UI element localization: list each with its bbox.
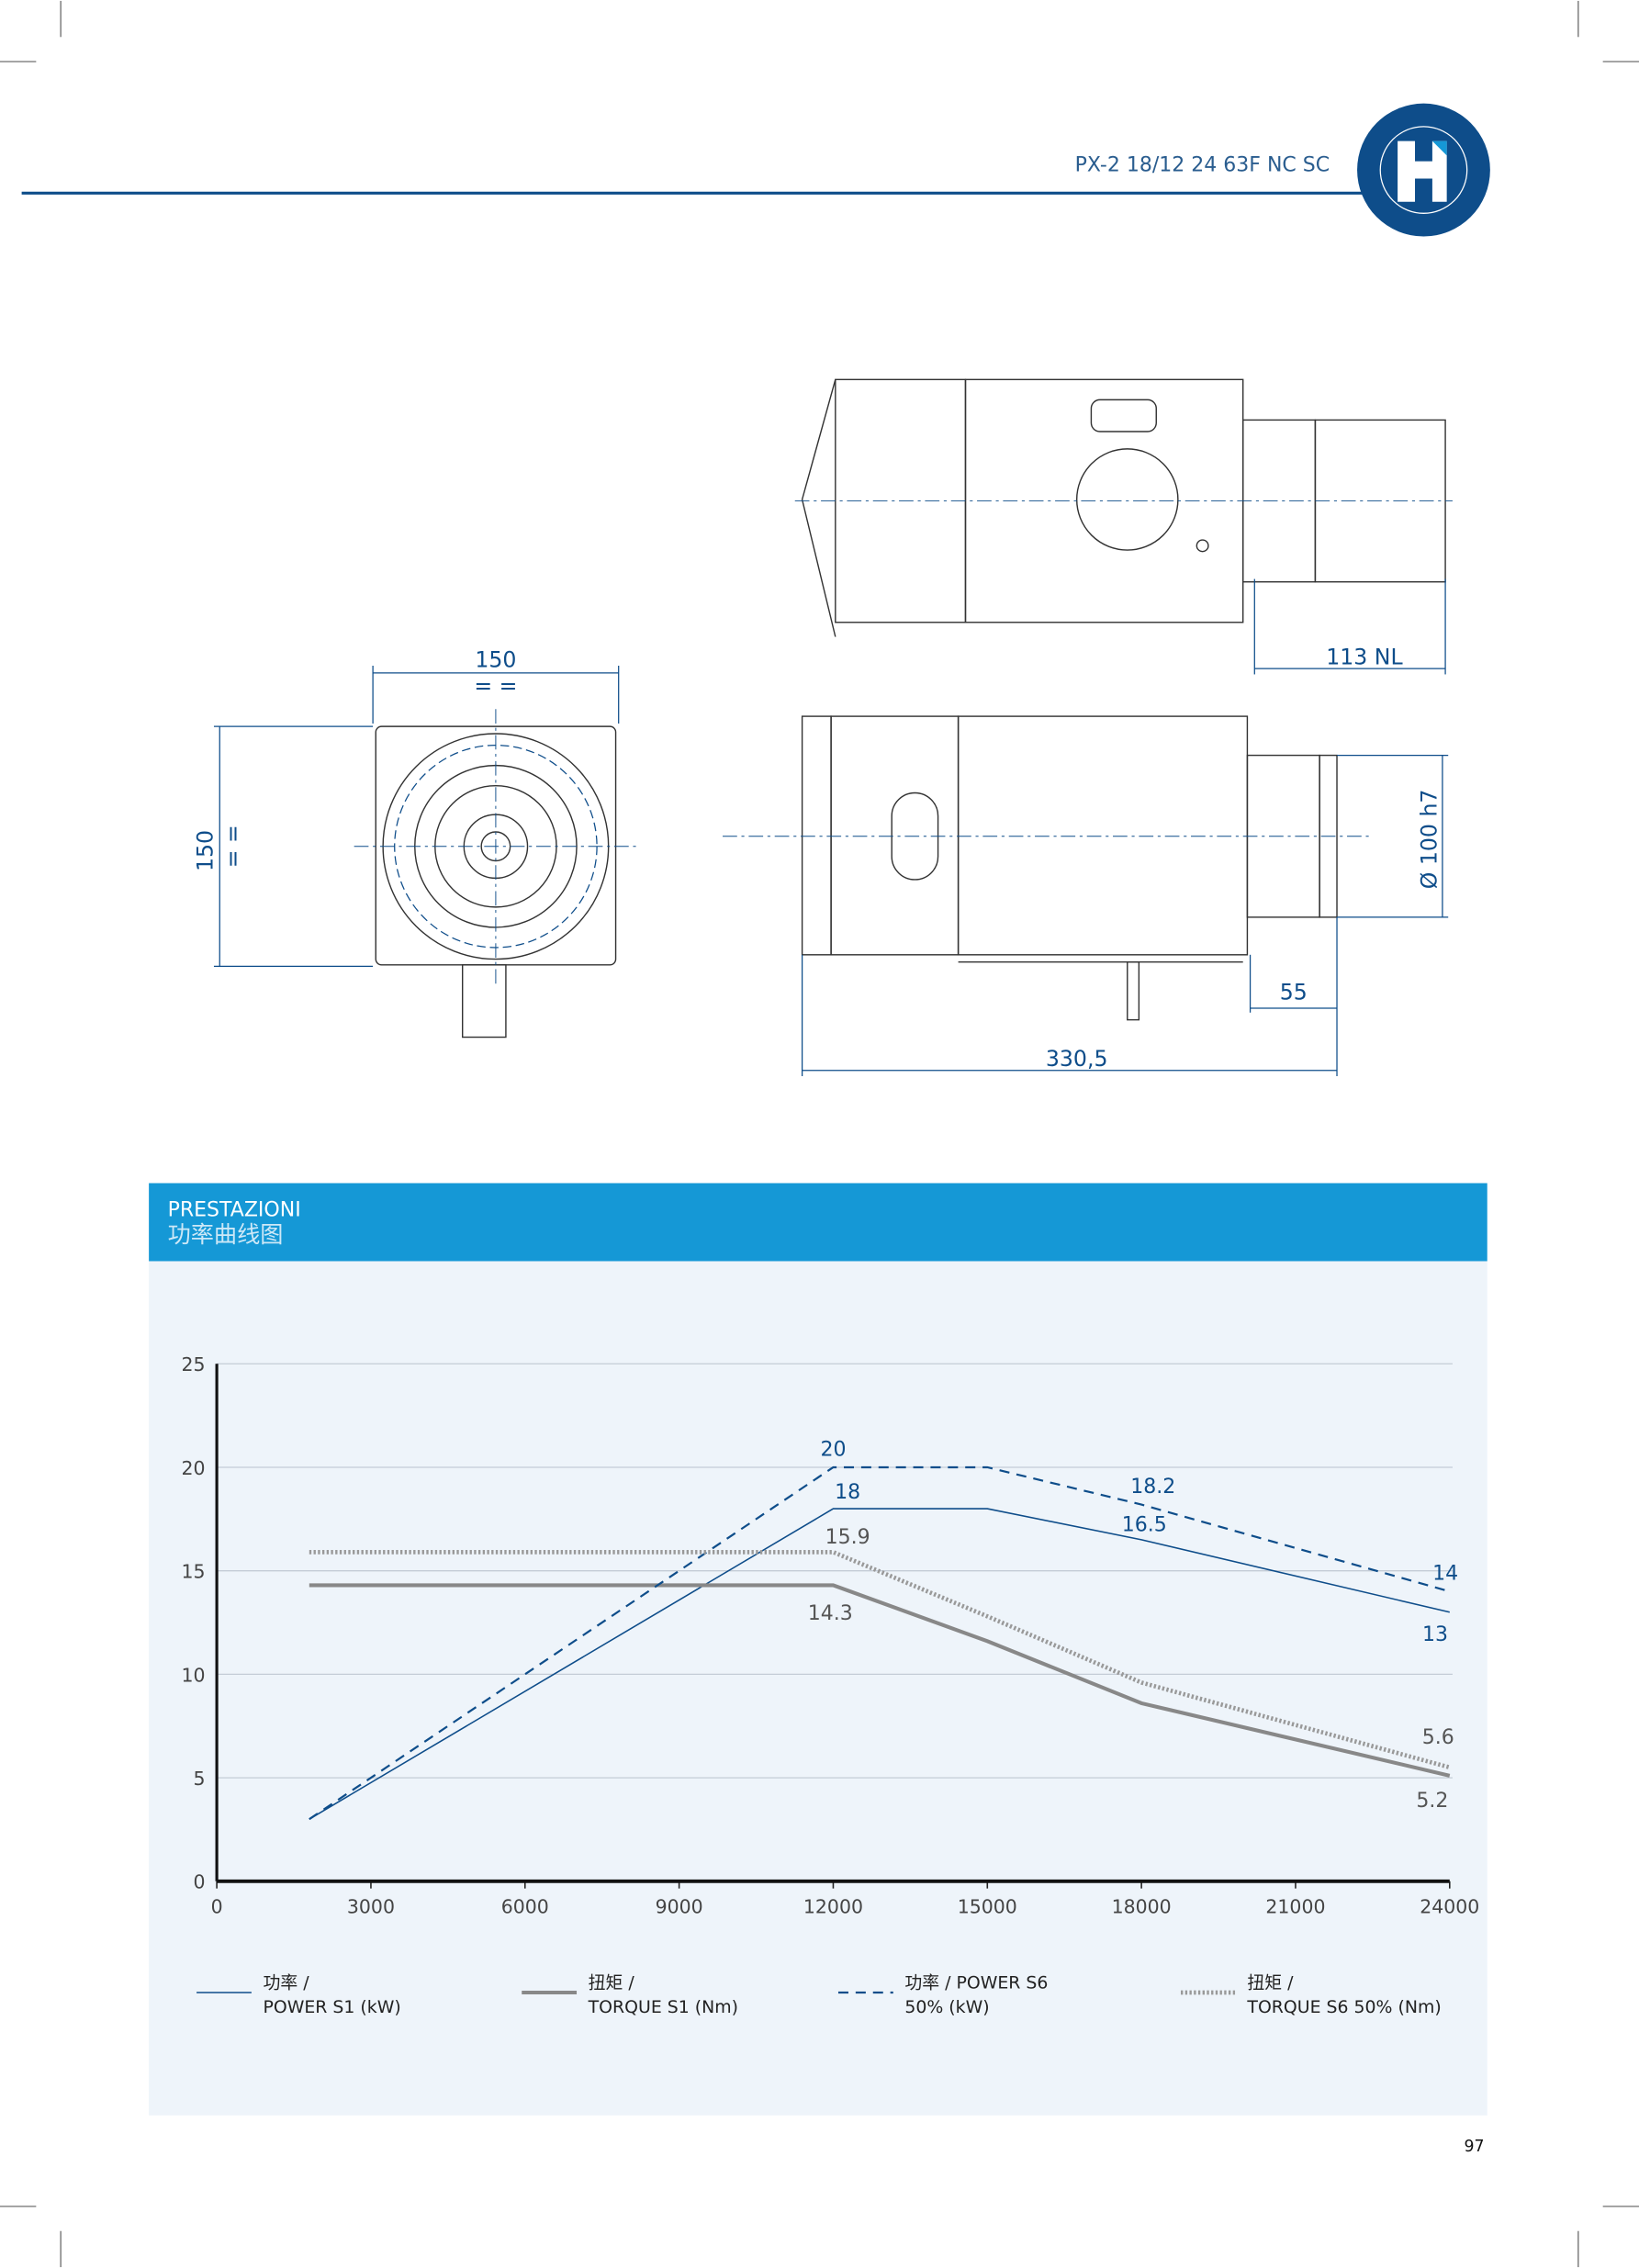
data-label: 15.9 bbox=[825, 1526, 870, 1549]
y-tick-label: 10 bbox=[181, 1664, 205, 1686]
series-line-2 bbox=[309, 1465, 1451, 1821]
model-title: PX-2 18/12 24 63F NC SC bbox=[1075, 154, 1330, 177]
dim-front-width: 150 bbox=[475, 647, 516, 673]
y-tick-label: 15 bbox=[181, 1561, 205, 1583]
page-number: 97 bbox=[1465, 2138, 1485, 2156]
x-tick-label: 15000 bbox=[958, 1895, 1017, 1917]
brand-logo bbox=[1357, 103, 1490, 237]
section-band bbox=[149, 1183, 1487, 1262]
x-tick-label: 6000 bbox=[501, 1895, 549, 1917]
data-label: 18.2 bbox=[1130, 1476, 1175, 1499]
data-label: 14 bbox=[1432, 1563, 1458, 1586]
front-view-drawing: 150 = = 150 = = bbox=[192, 647, 636, 1039]
top-view-drawing: 113 NL bbox=[794, 378, 1453, 675]
chart-legend: 功率 / POWER S1 (kW) 扭矩 / TORQUE S1 (Nm) 功率 / … bbox=[196, 1972, 1442, 2017]
dim-length-nl: 113 NL bbox=[1326, 644, 1403, 669]
y-tick-label: 5 bbox=[194, 1768, 206, 1790]
dim-total-length: 330,5 bbox=[1046, 1046, 1108, 1072]
dim-shaft-diameter: Ø 100 h7 bbox=[1417, 790, 1443, 890]
data-label: 13 bbox=[1422, 1623, 1448, 1646]
legend-label: 50% (kW) bbox=[904, 1997, 989, 2017]
x-tick-label: 21000 bbox=[1265, 1895, 1325, 1917]
legend-label: TORQUE S6 50% (Nm) bbox=[1246, 1997, 1441, 2017]
x-tick-label: 3000 bbox=[347, 1895, 395, 1917]
data-label: 5.6 bbox=[1422, 1726, 1454, 1749]
x-tick-label: 9000 bbox=[656, 1895, 703, 1917]
legend-label: POWER S1 (kW) bbox=[263, 1997, 400, 2017]
legend-label: 扭矩 / bbox=[589, 1972, 635, 1993]
legend-label: 功率 / bbox=[263, 1972, 309, 1993]
dim-front-height: 150 bbox=[192, 830, 218, 871]
data-label: 20 bbox=[820, 1438, 846, 1461]
legend-label: TORQUE S1 (Nm) bbox=[588, 1997, 738, 2017]
legend-label: 扭矩 / bbox=[1247, 1972, 1294, 1993]
chart-panel bbox=[149, 1261, 1487, 2116]
x-tick-label: 0 bbox=[211, 1895, 223, 1917]
series-line-3 bbox=[309, 1550, 1451, 1770]
performance-chart: 0 5 10 15 20 25 0 3000 6000 9000 12000 15000 18000 21… bbox=[181, 1353, 1479, 1917]
data-label: 16.5 bbox=[1122, 1513, 1167, 1536]
section-subtitle: 功率曲线图 bbox=[168, 1221, 284, 1248]
data-label: 18 bbox=[835, 1481, 860, 1504]
x-tick-label: 18000 bbox=[1112, 1895, 1172, 1917]
legend-label: 功率 / POWER S6 bbox=[904, 1972, 1048, 1993]
y-tick-label: 20 bbox=[181, 1457, 205, 1479]
data-label: 14.3 bbox=[808, 1602, 853, 1625]
x-tick-label: 12000 bbox=[803, 1895, 863, 1917]
series-line-0 bbox=[309, 1508, 1450, 1820]
side-view-drawing: 330,5 55 Ø 100 h7 bbox=[723, 715, 1449, 1077]
y-tick-label: 25 bbox=[181, 1353, 205, 1375]
dim-symmetry-top: = = bbox=[474, 673, 517, 699]
data-label: 5.2 bbox=[1416, 1790, 1448, 1813]
dim-flange-length: 55 bbox=[1280, 980, 1308, 1005]
x-tick-label: 24000 bbox=[1420, 1895, 1479, 1917]
y-tick-label: 0 bbox=[194, 1871, 206, 1893]
section-title: PRESTAZIONI bbox=[168, 1199, 301, 1222]
dim-symmetry-side: = = bbox=[219, 825, 245, 868]
